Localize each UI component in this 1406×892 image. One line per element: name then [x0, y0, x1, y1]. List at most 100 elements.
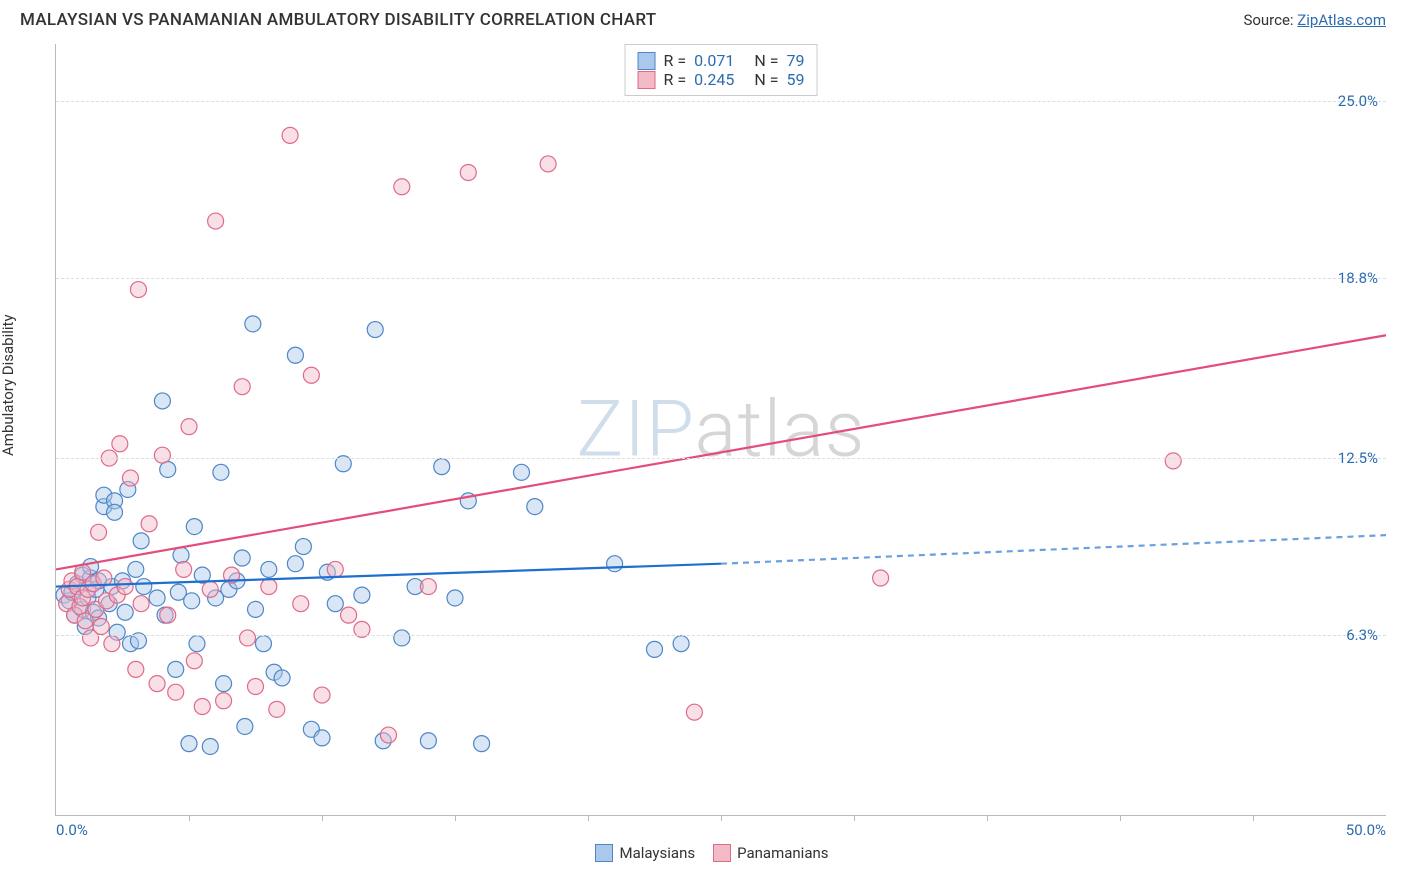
panamanians-point: [96, 570, 112, 586]
malaysians-point: [149, 590, 165, 606]
x-tick: [1253, 815, 1254, 821]
malaysians-point: [673, 636, 689, 652]
x-tick: [987, 815, 988, 821]
malaysians-point: [136, 579, 152, 595]
panamanians-point: [873, 570, 889, 586]
malaysians-point: [202, 738, 218, 754]
panamanians-point: [460, 165, 476, 181]
malaysians-point: [117, 604, 133, 620]
malaysians-point: [186, 519, 202, 535]
panamanians-point: [91, 524, 107, 540]
correlation-legend-row: R =0.245N =59: [638, 70, 805, 89]
malaysians-point: [261, 561, 277, 577]
legend-r-value: 0.245: [694, 70, 734, 89]
panamanians-point: [194, 698, 210, 714]
source-link[interactable]: ZipAtlas.com: [1297, 11, 1386, 29]
malaysians-point: [607, 556, 623, 572]
malaysians-point: [237, 718, 253, 734]
malaysians-point: [327, 596, 343, 612]
malaysians-point: [216, 676, 232, 692]
panamanians-point: [269, 701, 285, 717]
panamanians-point: [186, 653, 202, 669]
panamanians-point: [112, 436, 128, 452]
malaysians-point: [213, 464, 229, 480]
panamanians-point: [117, 579, 133, 595]
malaysians-point: [447, 590, 463, 606]
x-tick: [588, 815, 589, 821]
panamanians-point: [104, 636, 120, 652]
panamanians-point: [93, 619, 109, 635]
panamanians-point: [1165, 453, 1181, 469]
malaysians-point: [181, 736, 197, 752]
y-tick-label: 25.0%: [1338, 92, 1378, 110]
panamanians-point: [248, 679, 264, 695]
malaysians-point: [474, 736, 490, 752]
panamanians-trendline: [56, 335, 1386, 569]
legend-series-name: Panamanians: [737, 844, 828, 862]
malaysians-point: [128, 561, 144, 577]
panamanians-point: [341, 607, 357, 623]
gridline: [56, 635, 1386, 636]
panamanians-point: [234, 379, 250, 395]
plot-svg: [56, 44, 1386, 815]
panamanians-point: [261, 579, 277, 595]
panamanians-point: [133, 596, 149, 612]
malaysians-point: [287, 556, 303, 572]
malaysians-point: [189, 636, 205, 652]
malaysians-point: [248, 601, 264, 617]
malaysians-point: [647, 641, 663, 657]
correlation-legend: R =0.071N =79R = 0.245 N = 59: [625, 44, 818, 96]
legend-n-value: 59: [786, 70, 804, 89]
x-tick: [854, 815, 855, 821]
malaysians-point: [184, 593, 200, 609]
panamanians-point: [181, 419, 197, 435]
malaysians-point: [274, 670, 290, 686]
malaysians-point: [107, 504, 123, 520]
x-start-label: 0.0%: [56, 821, 88, 839]
panamanians-point: [128, 661, 144, 677]
chart-container: Ambulatory Disability ZIPatlas R =0.071N…: [0, 36, 1406, 876]
panamanians-point: [154, 447, 170, 463]
chart-header: MALAYSIAN VS PANAMANIAN AMBULATORY DISAB…: [0, 0, 1406, 36]
legend-swatch-icon: [713, 844, 731, 862]
x-tick: [322, 815, 323, 821]
panamanians-point: [149, 676, 165, 692]
malaysians-trendline: [56, 564, 721, 587]
source-citation: Source: ZipAtlas.com: [1243, 11, 1386, 29]
malaysians-point: [514, 464, 530, 480]
panamanians-point: [381, 727, 397, 743]
malaysians-point: [234, 550, 250, 566]
y-tick-label: 18.8%: [1338, 269, 1378, 287]
malaysians-point: [133, 533, 149, 549]
malaysians-point: [367, 322, 383, 338]
malaysians-trendline-extended: [721, 535, 1386, 564]
x-tick: [189, 815, 190, 821]
panamanians-point: [314, 687, 330, 703]
legend-swatch-icon: [638, 52, 656, 70]
panamanians-point: [686, 704, 702, 720]
legend-n-label: N =: [754, 51, 778, 70]
panamanians-point: [176, 561, 192, 577]
panamanians-point: [130, 282, 146, 298]
x-tick: [455, 815, 456, 821]
y-axis-label: Ambulatory Disability: [0, 314, 17, 456]
gridline: [56, 101, 1386, 102]
gridline: [56, 278, 1386, 279]
panamanians-point: [168, 684, 184, 700]
series-legend: MalaysiansPanamanians: [0, 844, 1406, 862]
legend-r-label: R =: [664, 70, 687, 89]
correlation-legend-row: R =0.071N =79: [638, 51, 805, 70]
malaysians-point: [434, 459, 450, 475]
malaysians-point: [354, 587, 370, 603]
panamanians-point: [208, 213, 224, 229]
source-label: Source:: [1243, 11, 1297, 29]
legend-swatch-icon: [595, 844, 613, 862]
panamanians-point: [240, 630, 256, 646]
x-end-label: 50.0%: [1346, 821, 1386, 839]
malaysians-point: [527, 499, 543, 515]
panamanians-point: [216, 693, 232, 709]
gridline: [56, 458, 1386, 459]
legend-swatch-icon: [638, 71, 656, 89]
chart-title: MALAYSIAN VS PANAMANIAN AMBULATORY DISAB…: [20, 10, 656, 30]
panamanians-point: [122, 470, 138, 486]
